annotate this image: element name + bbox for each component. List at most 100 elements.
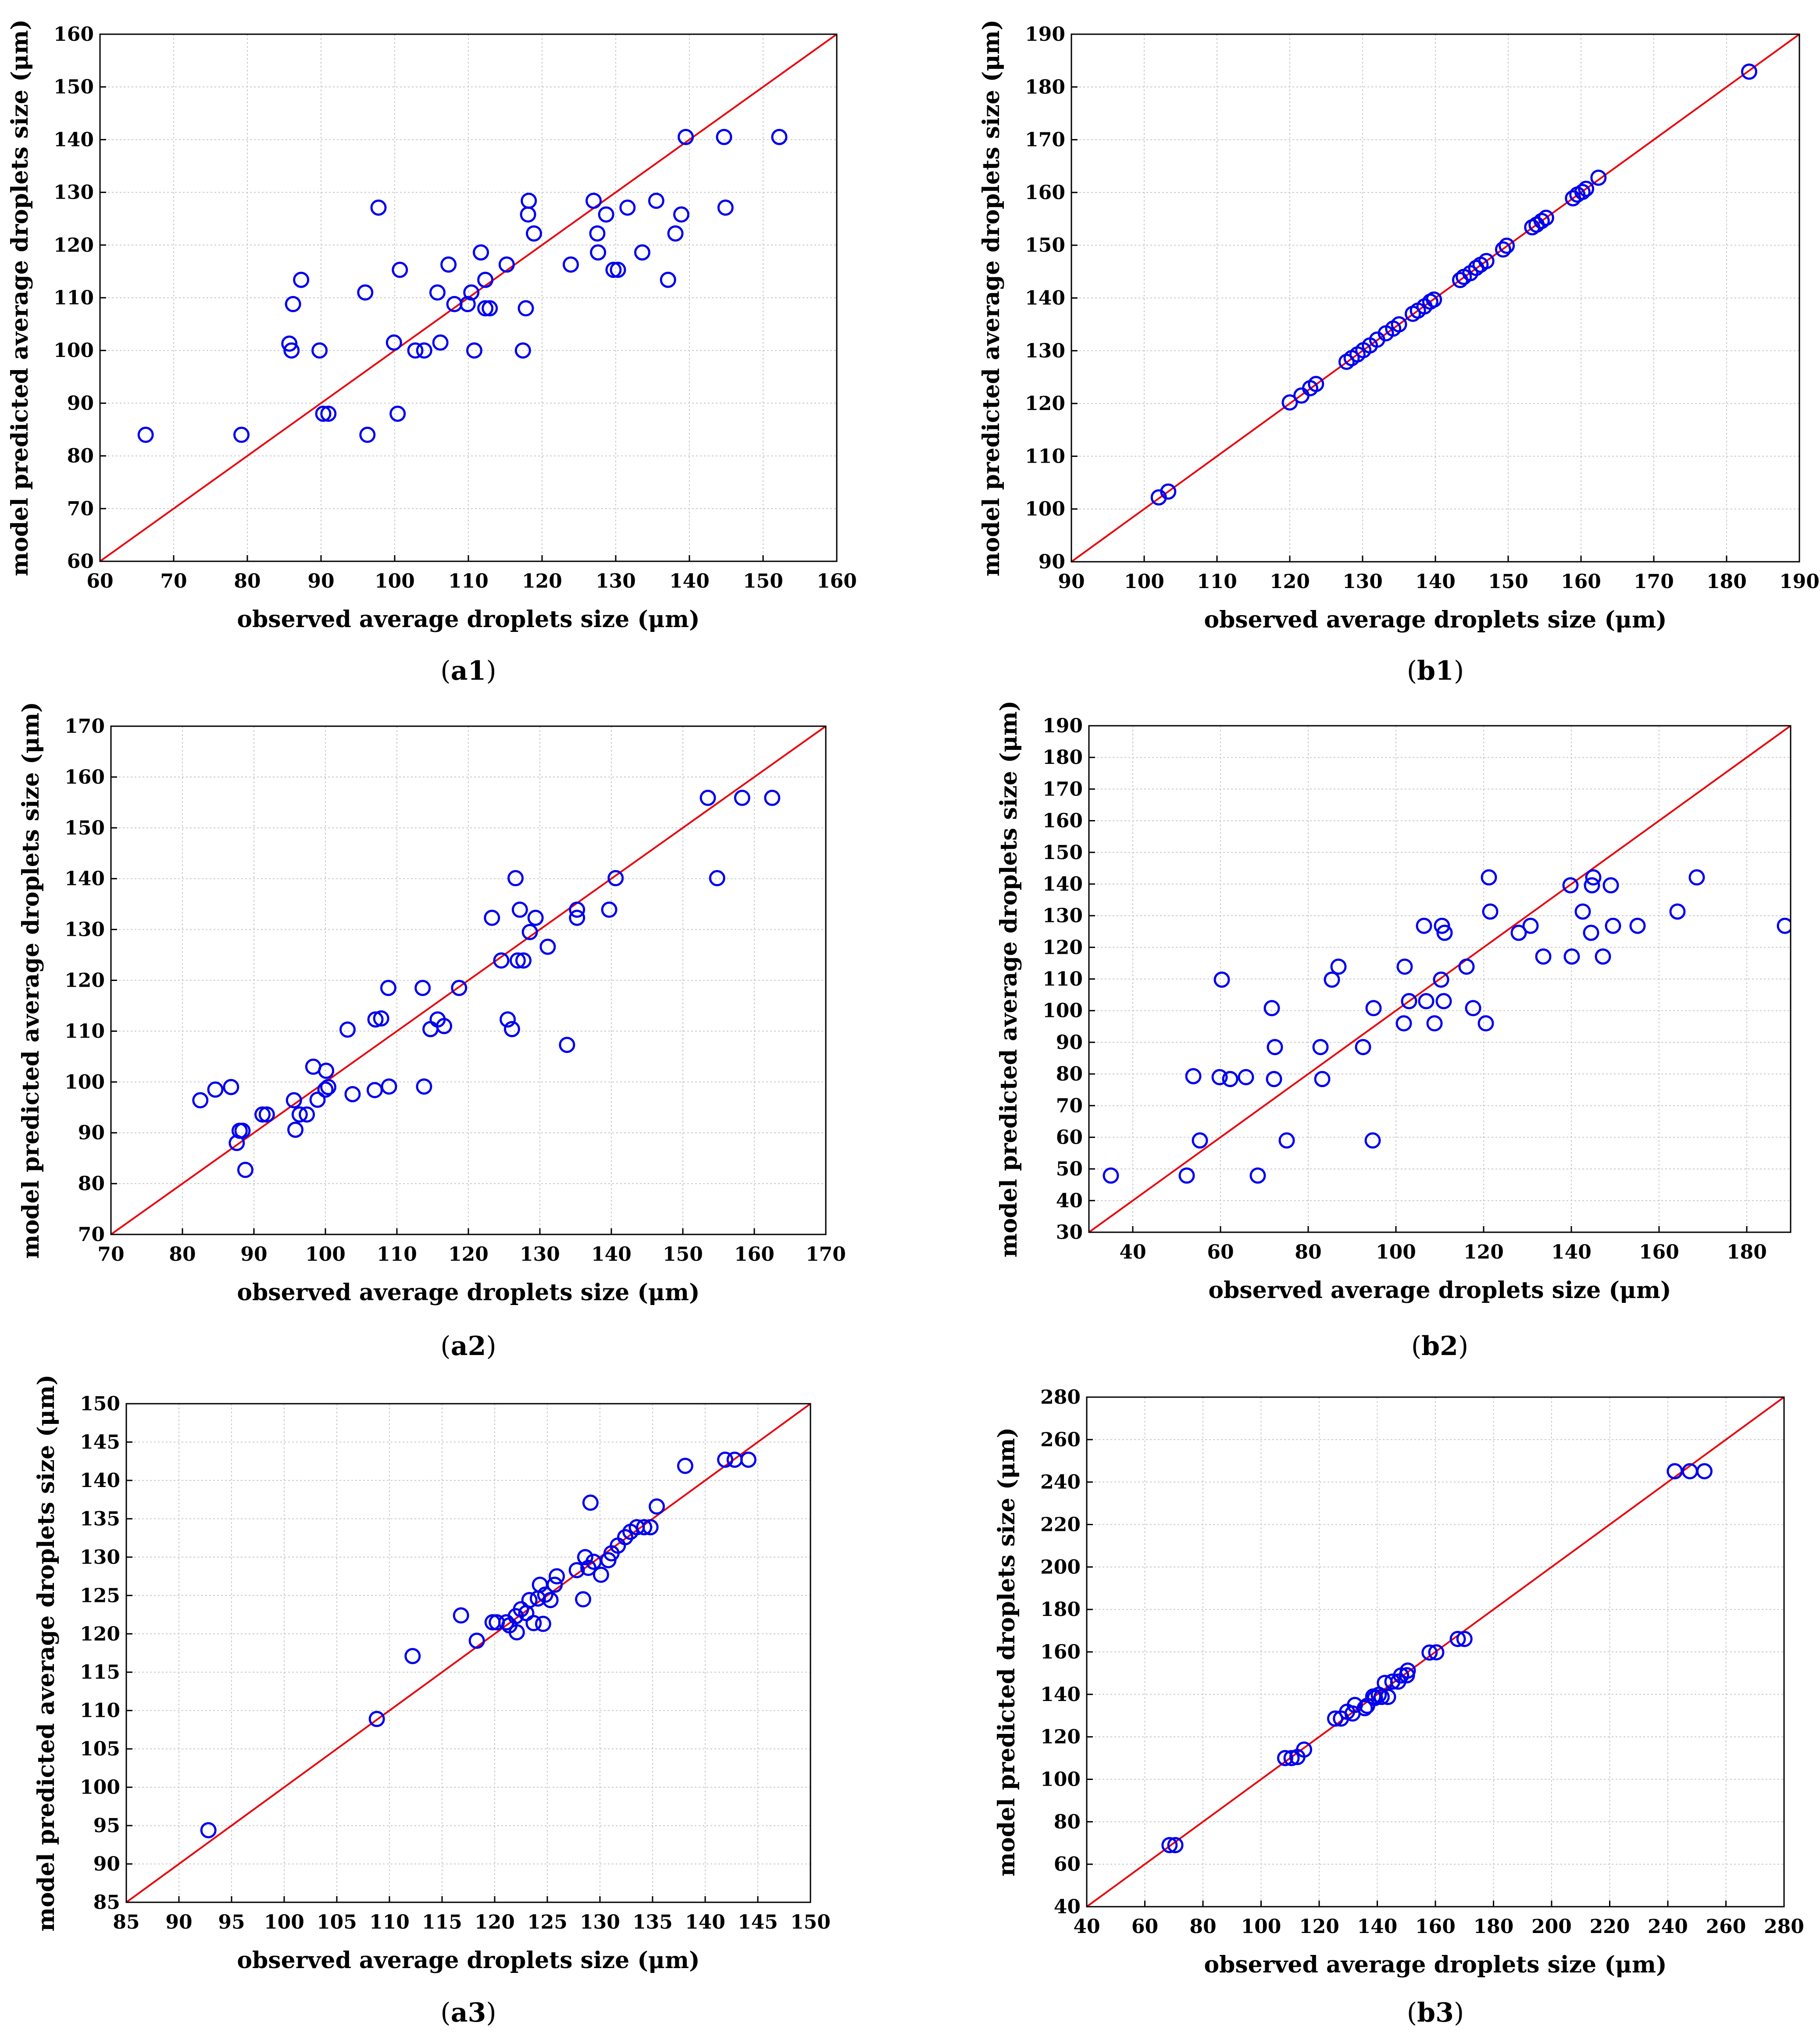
y-tick-label: 100	[1025, 498, 1065, 521]
x-tick-label: 220	[1590, 1915, 1630, 1938]
data-point	[370, 199, 387, 216]
data-point	[568, 1562, 585, 1579]
data-point	[1178, 1167, 1195, 1184]
data-point	[740, 1452, 757, 1468]
x-tick-label: 160	[1415, 1915, 1456, 1938]
data-point	[1330, 958, 1347, 975]
x-tick-label: 70	[160, 570, 187, 592]
x-tick-label: 115	[422, 1911, 462, 1933]
data-point	[636, 1519, 653, 1536]
data-point	[521, 1592, 538, 1608]
y-tick-label: 280	[1040, 1386, 1081, 1409]
data-point	[1590, 169, 1607, 186]
data-point	[473, 244, 489, 261]
y-tick-label: 110	[54, 287, 94, 309]
data-point	[717, 199, 734, 216]
y-tick-label: 180	[1040, 1598, 1081, 1621]
data-point	[1449, 1630, 1466, 1647]
data-point	[520, 206, 536, 223]
data-point	[429, 284, 446, 301]
data-point	[1605, 917, 1621, 934]
x-tick-label: 60	[1207, 1241, 1234, 1263]
data-point	[416, 1078, 432, 1095]
chart-panel-b1: 90 100 110 120 130 140 150 160 170 180 190 90 100 110…	[978, 20, 1820, 686]
y-tick-label: 100	[64, 1071, 105, 1093]
data-point	[1327, 1710, 1343, 1727]
data-point	[575, 1591, 592, 1608]
y-tick-label: 95	[93, 1815, 120, 1837]
data-point	[1595, 948, 1611, 965]
data-point	[1777, 917, 1791, 934]
y-tick-label: 90	[93, 1853, 120, 1876]
data-point	[610, 261, 626, 278]
data-point	[549, 1568, 565, 1585]
x-axis-title: observed average droplets size (μm)	[1204, 1951, 1667, 1978]
data-point	[598, 206, 614, 223]
x-tick-label: 110	[1197, 571, 1237, 593]
data-point	[477, 271, 494, 288]
y-tick-label: 150	[1042, 842, 1083, 864]
chart-panel-a1: 60 70 80 90 100 110 120 130 140 150 160 60 70 80 90 100…	[7, 19, 857, 686]
data-point	[546, 1576, 563, 1593]
data-point	[1562, 877, 1579, 894]
data-point	[192, 1092, 209, 1109]
x-tick-label: 150	[790, 1911, 831, 1933]
data-point	[320, 405, 337, 422]
data-point	[463, 284, 480, 301]
data-point	[1211, 1069, 1228, 1085]
data-point	[1435, 993, 1452, 1009]
panel-caption: (b3)	[1407, 1997, 1464, 2028]
y-tick-label: 80	[67, 445, 94, 467]
data-point	[1161, 1837, 1178, 1854]
y-axis-title: model predicted average droplets size (μ…	[33, 1375, 60, 1932]
data-point	[1283, 1750, 1300, 1766]
x-tick-label: 110	[377, 1243, 417, 1266]
data-point	[1428, 1644, 1445, 1661]
data-point	[1395, 1015, 1412, 1032]
data-point	[1192, 1132, 1208, 1149]
data-point	[617, 1529, 634, 1545]
data-point	[1434, 917, 1450, 934]
data-point	[619, 199, 636, 216]
data-point	[299, 1106, 315, 1123]
data-point	[1346, 1697, 1363, 1713]
x-tick-label: 100	[264, 1911, 304, 1933]
data-point	[605, 261, 622, 278]
data-point	[1465, 1000, 1481, 1016]
panel-caption: (a3)	[440, 1997, 496, 2028]
data-point	[582, 1494, 599, 1511]
y-tick-label: 40	[1054, 1896, 1081, 1918]
data-point	[317, 1081, 334, 1098]
data-point	[1696, 1463, 1713, 1480]
x-tick-label: 280	[1764, 1915, 1804, 1938]
data-point	[563, 256, 579, 273]
x-tick-label: 140	[669, 570, 710, 592]
data-point	[527, 909, 544, 926]
data-point	[673, 206, 690, 223]
data-point	[1629, 917, 1646, 934]
data-point	[1585, 869, 1602, 886]
data-point	[482, 300, 498, 317]
y-tick-label: 50	[1056, 1158, 1083, 1180]
data-point	[1477, 1015, 1494, 1032]
x-axis-title: observed average droplets size (μm)	[237, 1279, 699, 1306]
data-point	[1185, 1068, 1202, 1084]
data-point	[223, 1079, 239, 1095]
data-point	[451, 980, 467, 996]
data-point	[1222, 1071, 1238, 1088]
y-axis-title: model predicted average droplets size (μ…	[7, 19, 33, 576]
x-tick-label: 140	[591, 1243, 632, 1266]
y-tick-label: 100	[1042, 1000, 1083, 1022]
x-tick-label: 200	[1531, 1915, 1572, 1938]
data-point	[535, 1616, 551, 1632]
y-tick-label: 240	[1040, 1471, 1081, 1494]
data-point	[1741, 63, 1757, 80]
data-point	[291, 1106, 308, 1123]
data-point	[508, 1624, 525, 1641]
data-point	[521, 924, 538, 940]
data-point	[1602, 877, 1619, 894]
data-point	[293, 271, 310, 288]
x-tick-label: 120	[475, 1911, 515, 1933]
plot-area	[1089, 726, 1791, 1232]
data-point	[525, 1615, 542, 1631]
